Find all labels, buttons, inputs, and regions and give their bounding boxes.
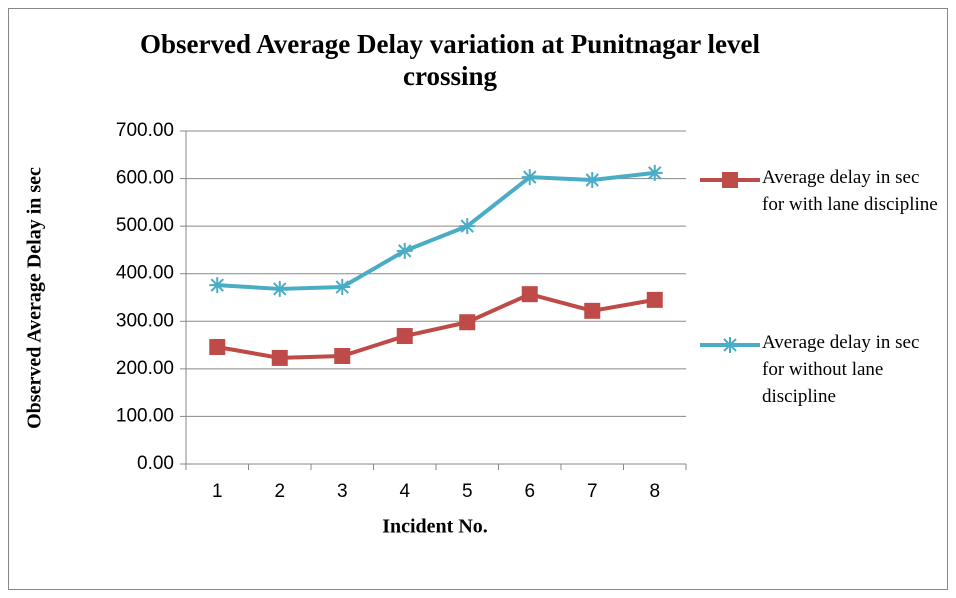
data-point xyxy=(396,242,413,259)
data-point xyxy=(271,349,288,366)
data-point xyxy=(209,338,226,355)
series-line xyxy=(216,292,656,360)
x-tick-label: 1 xyxy=(212,481,223,502)
y-tick-label: 700.00 xyxy=(116,120,174,141)
data-point xyxy=(209,277,226,294)
data-point xyxy=(459,218,476,235)
data-point xyxy=(459,314,476,331)
chart-title: Observed Average Delay variation at Puni… xyxy=(140,29,760,91)
x-tick-label: 8 xyxy=(649,481,660,502)
y-tick-label: 500.00 xyxy=(116,215,174,236)
y-tick-label: 0.00 xyxy=(137,453,174,474)
y-tick-label: 600.00 xyxy=(116,168,174,189)
legend-marker xyxy=(722,172,738,188)
x-tick-label: 6 xyxy=(524,481,535,502)
y-axis-label: Observed Average Delay in sec xyxy=(24,167,46,429)
legend-marker xyxy=(722,337,738,353)
data-point xyxy=(521,286,538,303)
x-tick-label: 2 xyxy=(274,481,285,502)
y-tick-label: 100.00 xyxy=(116,405,174,426)
data-point xyxy=(271,280,288,297)
x-tick-label: 5 xyxy=(462,481,473,502)
legend-label: Average delay in sec for without lane di… xyxy=(762,332,920,407)
data-point xyxy=(521,169,538,186)
y-tick-label: 200.00 xyxy=(116,358,174,379)
data-point xyxy=(646,291,663,308)
y-tick-label: 300.00 xyxy=(116,310,174,331)
data-point xyxy=(584,302,601,319)
series-line xyxy=(217,170,655,291)
data-point xyxy=(334,348,351,365)
data-point xyxy=(584,171,601,188)
data-point xyxy=(646,164,663,181)
x-axis-label: Incident No. xyxy=(382,516,488,538)
x-tick-label: 7 xyxy=(587,481,598,502)
x-tick-label: 4 xyxy=(399,481,410,502)
data-point xyxy=(334,279,351,296)
y-tick-label: 400.00 xyxy=(116,263,174,284)
legend-label: Average delay in sec for with lane disci… xyxy=(762,167,938,215)
data-point xyxy=(396,328,413,345)
chart-border xyxy=(8,8,948,590)
x-tick-label: 3 xyxy=(337,481,348,502)
